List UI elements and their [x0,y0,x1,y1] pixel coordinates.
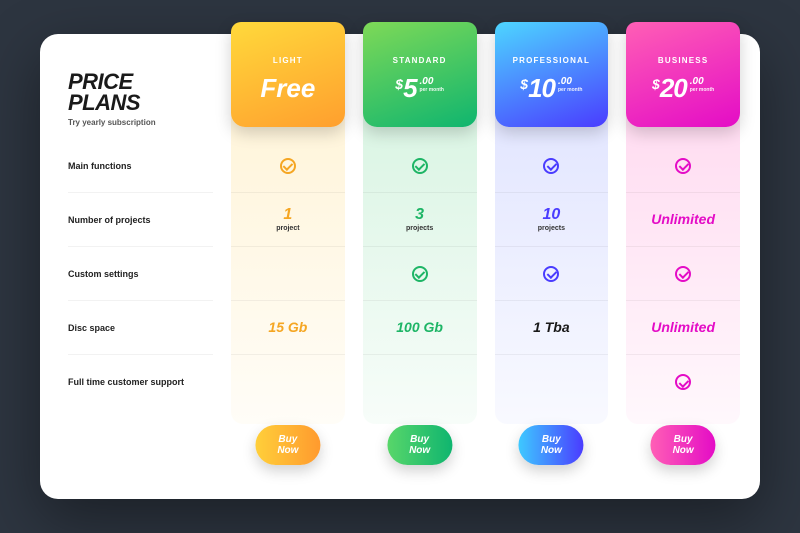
plan-feature-cell [626,355,740,409]
plan-feature-cell: 100 Gb [363,301,477,355]
plan-feature-cell: 1project [231,193,345,247]
feature-value: Unlimited [651,319,715,337]
feature-value: 1project [276,206,299,232]
feature-label-row: Custom settings [68,247,213,301]
plan-feature-cell [626,247,740,301]
feature-label: Full time customer support [68,377,184,387]
plan-price: $10.00per month [520,75,582,101]
plan-feature-cell: 10projects [495,193,609,247]
buy-now-button[interactable]: Buy Now [387,425,452,465]
feature-value: 3projects [406,206,433,232]
feature-value: 100 Gb [396,319,443,337]
feature-label-row: Main functions [68,139,213,193]
plan-name: PROFESSIONAL [513,56,591,65]
plan-feature-cell [231,139,345,193]
plan-feature-list: 3projects 100 Gb [363,139,477,409]
plan-light: LIGHT Free 1project 15 Gb Buy Now [231,34,345,479]
plan-header-tab: BUSINESS $20.00per month [626,22,740,127]
plan-name: BUSINESS [658,56,709,65]
plan-feature-list: 1project 15 Gb [231,139,345,409]
feature-label-row: Disc space [68,301,213,355]
plan-name: STANDARD [393,56,447,65]
buy-now-button[interactable]: Buy Now [519,425,584,465]
feature-label: Number of projects [68,215,151,225]
check-icon [280,158,296,174]
plan-feature-cell [231,355,345,409]
feature-label: Disc space [68,323,115,333]
plan-price: $20.00per month [652,75,714,101]
feature-value: Unlimited [651,211,715,229]
plan-feature-cell [363,139,477,193]
plan-feature-cell: 15 Gb [231,301,345,355]
pricing-card: PRICE PLANS Try yearly subscription Main… [40,34,760,499]
check-icon [412,158,428,174]
buy-now-button[interactable]: Buy Now [255,425,320,465]
plan-header-tab: STANDARD $5.00per month [363,22,477,127]
plan-feature-list: 10projects 1 Tba [495,139,609,409]
page-title: PRICE PLANS [68,72,213,114]
plan-standard: STANDARD $5.00per month 3projects 100 Gb Buy… [363,34,477,479]
feature-value: 15 Gb [268,319,307,337]
feature-label-row: Number of projects [68,193,213,247]
feature-value: 10projects [538,206,565,232]
check-icon [412,266,428,282]
check-icon [675,374,691,390]
plan-feature-list: Unlimited Unlimited [626,139,740,409]
feature-value: 1 Tba [533,319,570,337]
buy-now-button[interactable]: Buy Now [651,425,716,465]
check-icon [675,266,691,282]
plan-name: LIGHT [273,56,303,65]
plan-business: BUSINESS$20.00per monthUnlimitedUnlimite… [626,34,740,479]
plan-feature-cell [363,247,477,301]
plan-feature-cell: Unlimited [626,193,740,247]
plan-feature-cell: Unlimited [626,301,740,355]
feature-label: Custom settings [68,269,139,279]
page-subtitle: Try yearly subscription [68,118,213,127]
labels-column: PRICE PLANS Try yearly subscription Main… [68,34,213,479]
plan-feature-cell [363,355,477,409]
plan-header-tab: PROFESSIONAL $10.00per month [495,22,609,127]
check-icon [543,266,559,282]
plan-feature-cell [495,247,609,301]
plan-header-tab: LIGHT Free [231,22,345,127]
feature-label: Main functions [68,161,132,171]
plan-feature-cell: 3projects [363,193,477,247]
plan-feature-cell [231,247,345,301]
feature-label-row: Full time customer support [68,355,213,409]
plan-professional: PROFESSIONAL $10.00per month 10projects 1 T… [495,34,609,479]
plan-feature-cell [626,139,740,193]
check-icon [675,158,691,174]
plan-feature-cell [495,355,609,409]
check-icon [543,158,559,174]
plan-feature-cell [495,139,609,193]
plan-price: Free [260,75,315,101]
plan-feature-cell: 1 Tba [495,301,609,355]
plan-price: $5.00per month [395,75,444,101]
